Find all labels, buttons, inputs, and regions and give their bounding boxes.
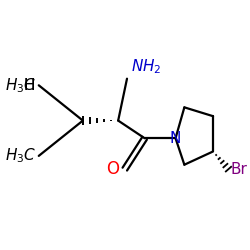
Text: $H_3C$: $H_3C$ [5, 146, 36, 165]
Text: Br: Br [231, 162, 248, 176]
Text: O: O [106, 160, 119, 178]
Text: H: H [24, 78, 36, 93]
Text: N: N [170, 131, 181, 146]
Text: $H_3C$: $H_3C$ [5, 76, 36, 95]
Text: $NH_2$: $NH_2$ [132, 58, 162, 76]
Text: H: H [24, 78, 36, 93]
